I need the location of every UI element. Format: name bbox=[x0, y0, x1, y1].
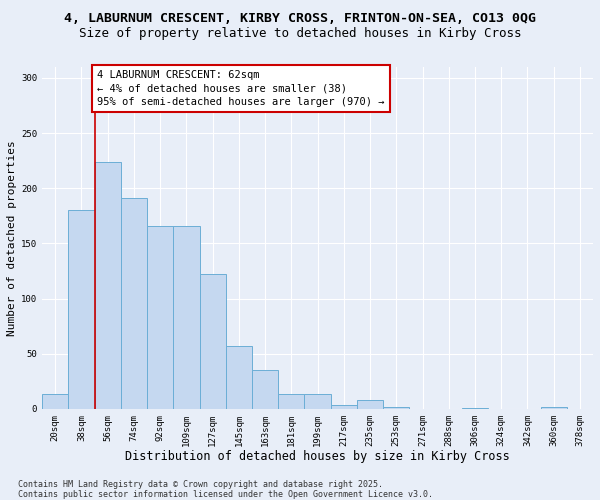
Bar bbox=[173, 226, 200, 409]
Bar bbox=[252, 370, 278, 409]
Bar bbox=[121, 198, 147, 409]
Bar bbox=[226, 346, 252, 409]
Bar bbox=[68, 210, 95, 409]
Bar bbox=[304, 394, 331, 409]
X-axis label: Distribution of detached houses by size in Kirby Cross: Distribution of detached houses by size … bbox=[125, 450, 510, 463]
Text: 4 LABURNUM CRESCENT: 62sqm
← 4% of detached houses are smaller (38)
95% of semi-: 4 LABURNUM CRESCENT: 62sqm ← 4% of detac… bbox=[97, 70, 385, 106]
Bar bbox=[462, 408, 488, 409]
Text: Size of property relative to detached houses in Kirby Cross: Size of property relative to detached ho… bbox=[79, 28, 521, 40]
Y-axis label: Number of detached properties: Number of detached properties bbox=[7, 140, 17, 336]
Bar bbox=[541, 406, 567, 409]
Bar bbox=[200, 274, 226, 409]
Text: Contains HM Land Registry data © Crown copyright and database right 2025.
Contai: Contains HM Land Registry data © Crown c… bbox=[18, 480, 433, 499]
Bar bbox=[383, 406, 409, 409]
Bar bbox=[95, 162, 121, 409]
Bar bbox=[331, 406, 357, 409]
Bar bbox=[357, 400, 383, 409]
Text: 4, LABURNUM CRESCENT, KIRBY CROSS, FRINTON-ON-SEA, CO13 0QG: 4, LABURNUM CRESCENT, KIRBY CROSS, FRINT… bbox=[64, 12, 536, 26]
Bar bbox=[42, 394, 68, 409]
Bar bbox=[147, 226, 173, 409]
Bar bbox=[278, 394, 304, 409]
